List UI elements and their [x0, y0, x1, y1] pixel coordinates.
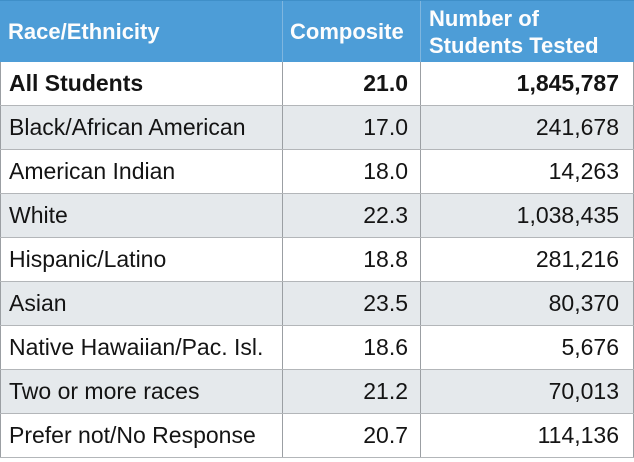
- composite-cell: 21.0: [282, 62, 420, 105]
- race-cell: Hispanic/Latino: [0, 238, 282, 281]
- students-tested-cell: 281,216: [420, 238, 634, 281]
- table-row: Native Hawaiian/Pac. Isl. 18.6 5,676: [0, 326, 634, 370]
- students-tested-cell: 14,263: [420, 150, 634, 193]
- composite-cell: 18.8: [282, 238, 420, 281]
- table-row: American Indian 18.0 14,263: [0, 150, 634, 194]
- composite-cell: 22.3: [282, 194, 420, 237]
- students-tested-cell: 114,136: [420, 414, 634, 457]
- race-cell: American Indian: [0, 150, 282, 193]
- composite-cell: 21.2: [282, 370, 420, 413]
- race-cell: Asian: [0, 282, 282, 325]
- composite-cell: 17.0: [282, 106, 420, 149]
- table-row: Asian 23.5 80,370: [0, 282, 634, 326]
- table-header: Race/Ethnicity Composite Number of Stude…: [0, 0, 634, 62]
- students-tested-cell: 5,676: [420, 326, 634, 369]
- race-cell: Prefer not/No Response: [0, 414, 282, 457]
- header-composite: Composite: [282, 1, 420, 62]
- race-cell: White: [0, 194, 282, 237]
- race-cell: All Students: [0, 62, 282, 105]
- students-tested-cell: 80,370: [420, 282, 634, 325]
- table-row: Prefer not/No Response 20.7 114,136: [0, 414, 634, 458]
- composite-cell: 18.6: [282, 326, 420, 369]
- table-row: Black/African American 17.0 241,678: [0, 106, 634, 150]
- table-row: All Students 21.0 1,845,787: [0, 62, 634, 106]
- composite-cell: 20.7: [282, 414, 420, 457]
- students-tested-cell: 1,845,787: [420, 62, 634, 105]
- table-row: White 22.3 1,038,435: [0, 194, 634, 238]
- composite-cell: 18.0: [282, 150, 420, 193]
- header-students-tested: Number of Students Tested: [420, 1, 634, 62]
- students-tested-cell: 241,678: [420, 106, 634, 149]
- students-tested-cell: 70,013: [420, 370, 634, 413]
- header-race-ethnicity: Race/Ethnicity: [8, 19, 160, 44]
- race-cell: Black/African American: [0, 106, 282, 149]
- students-tested-cell: 1,038,435: [420, 194, 634, 237]
- table-body: All Students 21.0 1,845,787 Black/Africa…: [0, 62, 634, 458]
- table-row: Two or more races 21.2 70,013: [0, 370, 634, 414]
- table-row: Hispanic/Latino 18.8 281,216: [0, 238, 634, 282]
- composite-cell: 23.5: [282, 282, 420, 325]
- race-cell: Native Hawaiian/Pac. Isl.: [0, 326, 282, 369]
- race-cell: Two or more races: [0, 370, 282, 413]
